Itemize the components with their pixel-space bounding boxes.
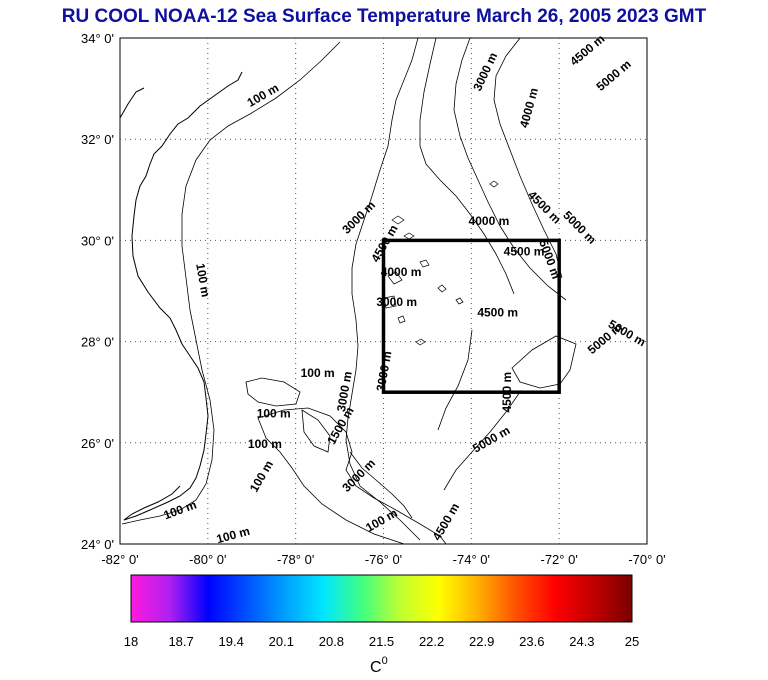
colorbar-tick-label: 18.7 xyxy=(168,634,193,649)
bahamas-inner-shoal xyxy=(301,409,331,453)
contour-label: 4500 m xyxy=(500,372,514,413)
contour-3000m xyxy=(345,38,421,541)
colorbar-unit: C0 xyxy=(370,655,388,676)
colorbar-tick-label: 18 xyxy=(124,634,138,649)
contour-5000m-south xyxy=(443,391,521,491)
lat-tick-label: 28° 0' xyxy=(81,335,114,350)
contour-label: 4500 m xyxy=(504,245,545,259)
colorbar xyxy=(130,574,633,623)
lon-tick-label: -78° 0' xyxy=(277,552,314,567)
contour-label: 100 m xyxy=(193,262,213,298)
colorbar-tick-labels: 18 18.7 19.4 20.1 20.8 21.5 22.2 22.9 23.6 24.3 25 xyxy=(124,634,639,649)
lon-tick-label: -82° 0' xyxy=(101,552,138,567)
lon-tick-label: -76° 0' xyxy=(365,552,402,567)
lat-tick-label: 34° 0' xyxy=(81,31,114,46)
bahamas-great-bank xyxy=(257,407,447,544)
contour-4500m xyxy=(453,38,567,301)
contour-label: 4000 m xyxy=(381,265,422,279)
contour-label: 3000 m xyxy=(376,295,417,309)
contour-label: 100 m xyxy=(301,366,335,380)
lon-tick-label: -72° 0' xyxy=(541,552,578,567)
lat-tick-label: 24° 0' xyxy=(81,537,114,552)
colorbar-tick-label: 21.5 xyxy=(369,634,394,649)
lat-tick-label: 32° 0' xyxy=(81,132,114,147)
longitude-tick-labels: -82° 0' -80° 0' -78° 0' -76° 0' -74° 0' -72° … xyxy=(101,552,665,567)
bahamas-eleuthera xyxy=(349,451,413,519)
colorbar-tick-label: 20.8 xyxy=(319,634,344,649)
lon-tick-label: -80° 0' xyxy=(189,552,226,567)
colorbar-tick-label: 22.9 xyxy=(469,634,494,649)
colorbar-tick-label: 19.4 xyxy=(219,634,244,649)
latitude-tick-labels: 34° 0' 32° 0' 30° 0' 28° 0' 26° 0' 24° 0' xyxy=(81,31,114,552)
florida-gulf-coast xyxy=(120,87,145,119)
contour-label: 100 m xyxy=(257,407,291,421)
lat-tick-label: 26° 0' xyxy=(81,436,114,451)
contour-4500m-south xyxy=(437,329,473,431)
colorbar-tick-label: 24.3 xyxy=(569,634,594,649)
contour-5000m-loop xyxy=(511,335,577,389)
colorbar-tick-label: 22.2 xyxy=(419,634,444,649)
contour-label: 3000 m xyxy=(374,350,395,393)
colorbar-tick-label: 25 xyxy=(625,634,639,649)
bahamas-little-bank xyxy=(245,377,301,407)
lat-tick-label: 30° 0' xyxy=(81,233,114,248)
lon-tick-label: -70° 0' xyxy=(628,552,665,567)
colorbar-tick-label: 20.1 xyxy=(269,634,294,649)
seamount-contours xyxy=(383,180,499,346)
map-contours xyxy=(120,38,577,544)
contour-4000m xyxy=(419,38,515,295)
study-area-box xyxy=(381,238,561,394)
map-title: RU COOL NOAA-12 Sea Surface Temperature … xyxy=(61,6,707,27)
florida-coastline xyxy=(123,71,243,521)
contour-label: 3000 m xyxy=(334,370,355,413)
contour-label: 4000 m xyxy=(469,214,510,228)
lon-tick-label: -74° 0' xyxy=(453,552,490,567)
contour-5000m xyxy=(493,38,563,279)
colorbar-tick-label: 23.6 xyxy=(519,634,544,649)
contour-label: 4500 m xyxy=(477,305,518,319)
florida-keys-coast xyxy=(123,485,181,521)
contour-100m-florida xyxy=(121,41,341,525)
contour-label: 100 m xyxy=(248,437,282,451)
